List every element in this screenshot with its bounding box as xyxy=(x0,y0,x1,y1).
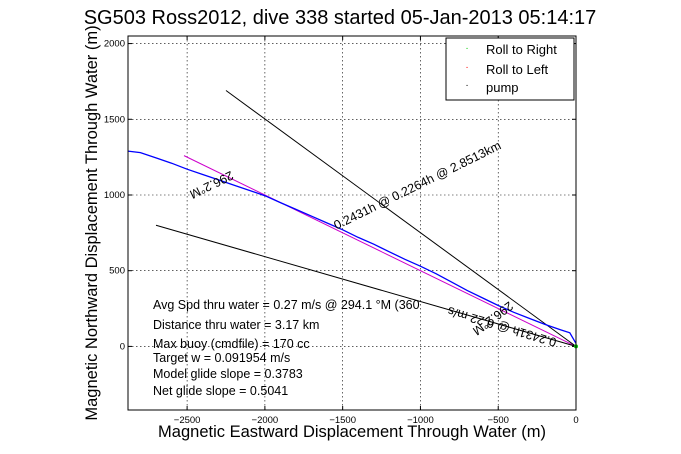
reference-lines xyxy=(155,90,577,347)
y-axis-ticks: 0 500 1000 1500 2000 xyxy=(104,39,576,352)
legend-marker-roll-right: · xyxy=(465,43,468,54)
legend-label-roll-left: Roll to Left xyxy=(486,62,549,77)
y-tick-label: 0 xyxy=(120,341,125,352)
stat-model-glide: Model glide slope = 0.3783 xyxy=(153,367,303,381)
stats-block: Avg Spd thru water = 0.27 m/s @ 294.1 °M… xyxy=(153,298,420,398)
x-tick-label: −1000 xyxy=(407,415,434,426)
reference-line xyxy=(225,90,577,347)
stat-net-glide: Net glide slope = 0.5041 xyxy=(153,384,288,398)
time-distance-label: 0.2431h @ 0.2264h @ 2.8513km xyxy=(332,138,504,232)
x-tick-label: −1500 xyxy=(329,415,356,426)
legend: · Roll to Right · Roll to Left · pump xyxy=(445,37,575,101)
x-tick-label: 0 xyxy=(573,415,578,426)
x-axis-label: Magnetic Eastward Displacement Through W… xyxy=(158,423,546,441)
y-tick-label: 1500 xyxy=(104,114,125,125)
heading-label-magenta: 296.2°M xyxy=(187,168,235,201)
chart-title: SG503 Ross2012, dive 338 started 05-Jan-… xyxy=(84,7,597,29)
reference-line xyxy=(155,224,577,347)
y-axis-label: Magnetic Northward Displacement Through … xyxy=(83,25,101,420)
legend-marker-pump: · xyxy=(465,80,468,91)
stat-distance: Distance thru water = 3.17 km xyxy=(153,318,319,332)
stat-avg-speed: Avg Spd thru water = 0.27 m/s @ 294.1 °M… xyxy=(153,298,420,312)
y-tick-label: 1000 xyxy=(104,190,125,201)
legend-label-pump: pump xyxy=(486,80,519,95)
y-tick-label: 500 xyxy=(109,266,125,277)
stat-max-buoy: Max buoy (cmdfile) = 170 cc xyxy=(153,337,310,351)
stat-target-w: Target w = 0.091954 m/s xyxy=(153,351,290,365)
x-tick-label: −2000 xyxy=(252,415,279,426)
x-tick-label: −500 xyxy=(488,415,509,426)
x-axis-ticks: −2500 −2000 −1500 −1000 −500 0 xyxy=(174,36,579,426)
reference-line xyxy=(183,155,577,347)
series-line-track xyxy=(127,150,577,344)
y-tick-label: 2000 xyxy=(104,39,125,50)
plot-frame xyxy=(127,35,577,411)
legend-box xyxy=(445,37,575,101)
legend-marker-roll-left: · xyxy=(465,62,468,73)
legend-label-roll-right: Roll to Right xyxy=(486,42,557,57)
x-tick-label: −2500 xyxy=(174,415,201,426)
